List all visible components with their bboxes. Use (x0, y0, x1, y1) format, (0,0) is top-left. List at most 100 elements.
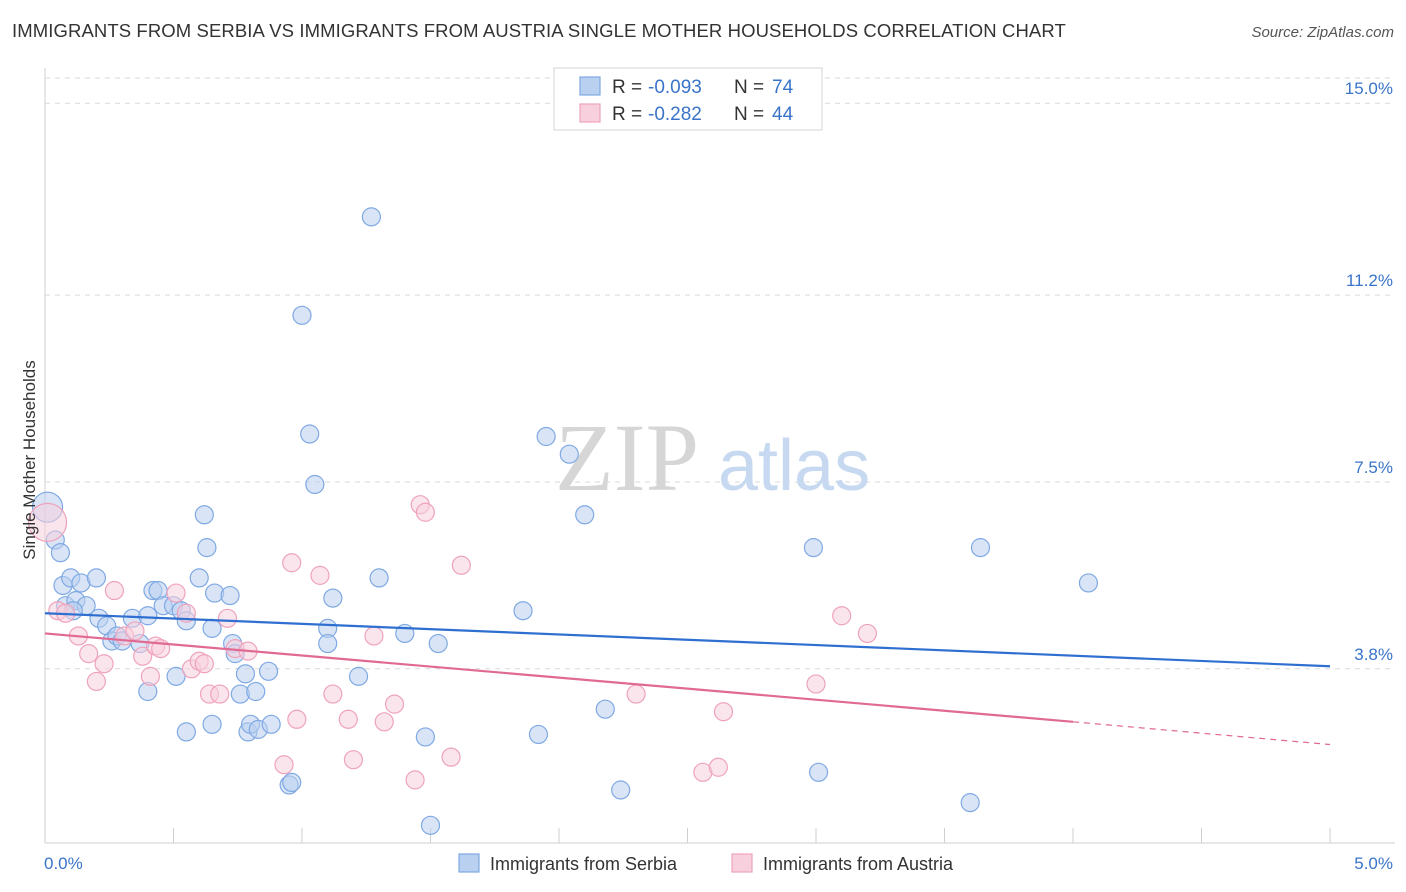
legend-swatch (579, 76, 601, 96)
legend-n-value: 74 (772, 77, 794, 98)
x-tick-label: 5.0% (1354, 854, 1393, 873)
data-point (94, 654, 114, 674)
watermark-atlas: atlas (718, 426, 870, 506)
data-point (79, 644, 99, 664)
data-point (361, 207, 381, 227)
data-point (626, 684, 646, 704)
x-tick-label: 0.0% (44, 854, 83, 873)
data-point (970, 538, 991, 558)
legend-series-label: Immigrants from Serbia (490, 854, 678, 874)
data-point (803, 538, 824, 558)
data-point (140, 666, 160, 686)
legend-series-swatch (731, 853, 753, 873)
data-point (420, 815, 441, 835)
data-point (611, 780, 631, 800)
data-point (323, 588, 343, 608)
legend-series-label: Immigrants from Austria (763, 854, 954, 874)
data-point (857, 623, 878, 644)
data-point (138, 606, 158, 626)
data-point (960, 793, 980, 813)
data-point (310, 565, 330, 585)
data-point (194, 654, 214, 674)
data-point (559, 444, 579, 464)
legend-stats: R = -0.093 N = 74 R = -0.282 N = 44 (553, 67, 823, 131)
data-point (104, 580, 124, 601)
data-point (210, 684, 230, 704)
data-point (176, 603, 196, 623)
data-point (708, 757, 728, 777)
trend-line-extrapolated (1072, 721, 1331, 746)
data-point (166, 666, 186, 686)
data-point (713, 702, 734, 722)
data-point (451, 555, 471, 575)
legend-r-value: -0.093 (648, 77, 702, 98)
data-point (1078, 573, 1099, 593)
y-tick-label: 3.8% (1354, 645, 1393, 664)
points-layer (27, 207, 1099, 835)
chart-source: Source: ZipAtlas.com (1251, 24, 1394, 41)
trend-line (44, 612, 1331, 668)
watermark-zip: ZIP (555, 404, 699, 511)
data-point (384, 694, 405, 714)
legend-r-label: R = (612, 77, 642, 98)
data-point (374, 712, 394, 732)
data-point (832, 606, 852, 626)
data-point (220, 585, 240, 606)
data-point (235, 664, 256, 684)
data-point (428, 633, 448, 654)
data-point (287, 709, 307, 729)
data-point (536, 426, 556, 447)
data-point (282, 772, 302, 793)
data-point (318, 633, 338, 654)
data-point (202, 618, 222, 638)
data-point (513, 601, 533, 621)
data-point (246, 681, 266, 702)
data-point (292, 305, 312, 325)
data-point (528, 724, 549, 745)
data-point (166, 583, 186, 603)
data-point (86, 671, 107, 692)
data-point (575, 505, 595, 525)
grid-layer (45, 77, 1395, 670)
data-point (50, 543, 71, 563)
trend-layer (44, 612, 1331, 746)
y-axis-label: Single Mother Households (20, 360, 39, 559)
data-point (258, 661, 279, 681)
data-point (441, 747, 461, 767)
y-tick-label: 15.0% (1345, 79, 1393, 98)
data-point (323, 684, 343, 704)
y-tick-label: 7.5% (1354, 458, 1393, 477)
legend-n-value: 44 (772, 104, 794, 125)
data-point (133, 646, 153, 666)
data-point (176, 722, 196, 742)
data-point (197, 538, 217, 558)
data-point (338, 709, 358, 729)
data-point (282, 553, 302, 573)
data-point (808, 762, 829, 782)
legend-n-label: N = (734, 104, 764, 125)
data-point (217, 608, 238, 628)
data-point (369, 568, 389, 588)
data-point (415, 727, 435, 747)
data-point (274, 755, 294, 775)
data-point (189, 568, 209, 588)
legend-n-label: N = (734, 77, 764, 98)
legend-series: Immigrants from Serbia Immigrants from Au… (458, 853, 954, 874)
data-point (364, 626, 384, 646)
chart-title: IMMIGRANTS FROM SERBIA VS IMMIGRANTS FRO… (12, 20, 1066, 41)
data-point (194, 505, 214, 525)
legend-series-swatch (458, 853, 480, 873)
axes-layer (44, 68, 1395, 844)
legend-swatch (579, 103, 601, 123)
data-point (405, 770, 425, 790)
labels-layer: 3.8% 7.5% 11.2% 15.0% 0.0% 5.0% Single Mother … (20, 79, 1393, 873)
data-point (595, 699, 615, 719)
data-point (415, 502, 435, 522)
data-point (343, 750, 363, 770)
data-point (348, 666, 369, 686)
data-point (305, 474, 325, 495)
legend-r-value: -0.282 (648, 104, 702, 125)
y-tick-label: 11.2% (1346, 271, 1393, 290)
watermark: ZIP atlas (555, 404, 870, 511)
data-point (202, 714, 222, 734)
